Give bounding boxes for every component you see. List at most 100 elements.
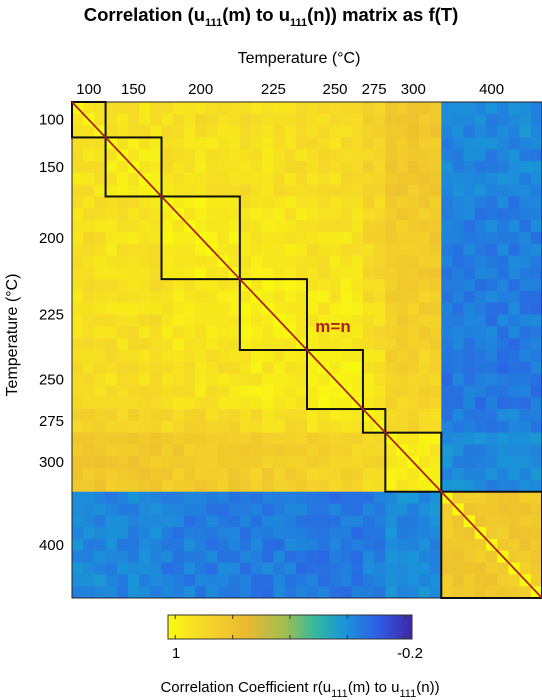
heatmap-cell	[441, 338, 453, 351]
plot-frame	[71, 101, 542, 599]
heatmap-cell	[486, 373, 498, 386]
heatmap-cell	[497, 350, 509, 363]
heatmap-cell	[239, 586, 252, 599]
heatmap-cell	[407, 326, 420, 339]
heatmap-cell	[385, 125, 397, 138]
heatmap-cell	[452, 409, 465, 422]
heatmap-cell	[362, 503, 375, 516]
heatmap-cell	[284, 220, 297, 233]
heatmap-cell	[385, 574, 397, 587]
heatmap-cell	[150, 338, 162, 351]
heatmap-cell	[105, 314, 118, 327]
heatmap-cell	[206, 125, 218, 138]
heatmap-cell	[161, 137, 174, 150]
heatmap-cell	[239, 255, 252, 268]
heatmap-cell	[351, 562, 364, 575]
heatmap-cell	[127, 444, 140, 457]
heatmap-cell	[418, 373, 431, 386]
heatmap-cell	[206, 456, 218, 469]
heatmap-cell	[150, 550, 162, 563]
heatmap-cell	[183, 255, 196, 268]
heatmap-cell	[519, 468, 532, 481]
heatmap-cell	[217, 220, 230, 233]
heatmap-cell	[195, 409, 207, 422]
heatmap-cell	[295, 326, 308, 339]
heatmap-cell	[519, 456, 532, 469]
heatmap-cell	[318, 184, 330, 197]
heatmap-cell	[195, 503, 207, 516]
heatmap-cell	[262, 515, 274, 528]
heatmap-cell	[329, 149, 341, 162]
heatmap-cell	[329, 338, 341, 351]
heatmap-cell	[474, 491, 487, 504]
heatmap-cell	[329, 503, 341, 516]
heatmap-cell	[396, 550, 409, 563]
heatmap-cell	[72, 172, 84, 186]
heatmap-cell	[239, 338, 252, 351]
heatmap-cell	[116, 279, 129, 292]
heatmap-cell	[127, 302, 140, 315]
heatmap-cell	[273, 538, 286, 552]
heatmap-cell	[139, 527, 151, 540]
heatmap-cell	[206, 172, 218, 186]
heatmap-cell	[385, 220, 397, 233]
heatmap-cell	[497, 137, 509, 150]
heatmap-cell	[418, 125, 431, 138]
heatmap-cell	[139, 102, 151, 115]
heatmap-cell	[396, 574, 409, 587]
heatmap-cell	[519, 503, 532, 516]
heatmap-cell	[116, 409, 129, 422]
heatmap-cell	[497, 149, 509, 162]
heatmap-cell	[161, 538, 174, 552]
heatmap-cell	[116, 338, 129, 351]
heatmap-cell	[385, 196, 397, 209]
heatmap-cell	[508, 397, 521, 410]
heatmap-cell	[116, 527, 129, 540]
heatmap-cell	[94, 574, 106, 587]
heatmap-cell	[139, 456, 151, 469]
heatmap-cell	[318, 161, 330, 174]
heatmap-cell	[463, 373, 476, 386]
heatmap-cell	[351, 279, 364, 292]
heatmap-cell	[452, 231, 465, 245]
heatmap-cell	[396, 243, 409, 256]
heatmap-cell	[463, 113, 476, 127]
heatmap-cell	[172, 326, 185, 339]
heatmap-cell	[351, 350, 364, 363]
heatmap-cell	[362, 231, 375, 245]
heatmap-cell	[139, 479, 151, 493]
x-tick-label: 400	[479, 81, 504, 98]
heatmap-cell	[508, 373, 521, 386]
heatmap-cell	[452, 243, 465, 256]
heatmap-cell	[530, 515, 542, 528]
heatmap-cell	[519, 125, 532, 138]
heatmap-cell	[195, 196, 207, 209]
heatmap-cell	[284, 397, 297, 410]
heatmap-cell	[262, 350, 274, 363]
heatmap-cell	[497, 515, 509, 528]
heatmap-cell	[486, 314, 498, 327]
heatmap-cell	[127, 125, 140, 138]
heatmap-cell	[519, 161, 532, 174]
heatmap-cell	[452, 527, 465, 540]
heatmap-cell	[508, 290, 521, 304]
heatmap-cell	[262, 409, 274, 422]
heatmap-cell	[228, 290, 241, 304]
heatmap-cell	[362, 550, 375, 563]
heatmap-cell	[407, 468, 420, 481]
heatmap-cell	[284, 290, 297, 304]
heatmap-cell	[183, 538, 196, 552]
heatmap-cell	[195, 373, 207, 386]
heatmap-cell	[407, 479, 420, 493]
heatmap-cell	[441, 373, 453, 386]
heatmap-cell	[530, 172, 542, 186]
heatmap-cell	[441, 137, 453, 150]
heatmap-cell	[362, 338, 375, 351]
heatmap-cell	[452, 574, 465, 587]
heatmap-cell	[452, 184, 465, 197]
heatmap-cell	[251, 373, 263, 386]
heatmap-cell	[262, 338, 274, 351]
heatmap-cell	[508, 102, 521, 115]
heatmap-cell	[340, 350, 353, 363]
